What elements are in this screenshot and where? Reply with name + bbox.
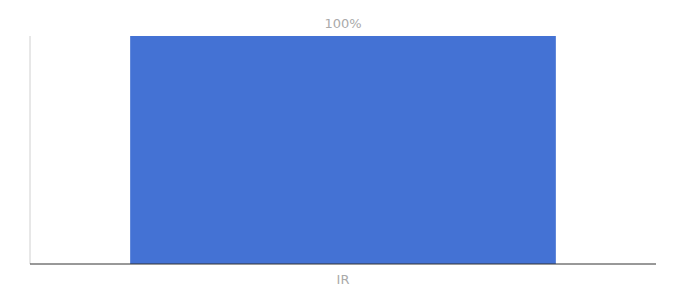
x-tick-label: IR — [337, 272, 350, 287]
y-axis-line — [30, 36, 31, 264]
chart: 100% IR — [0, 0, 680, 300]
data-label: 100% — [324, 16, 361, 31]
chart-container: 100% IR — [0, 0, 680, 300]
bar — [130, 36, 556, 264]
bars — [130, 36, 556, 264]
x-axis-line — [30, 264, 656, 265]
